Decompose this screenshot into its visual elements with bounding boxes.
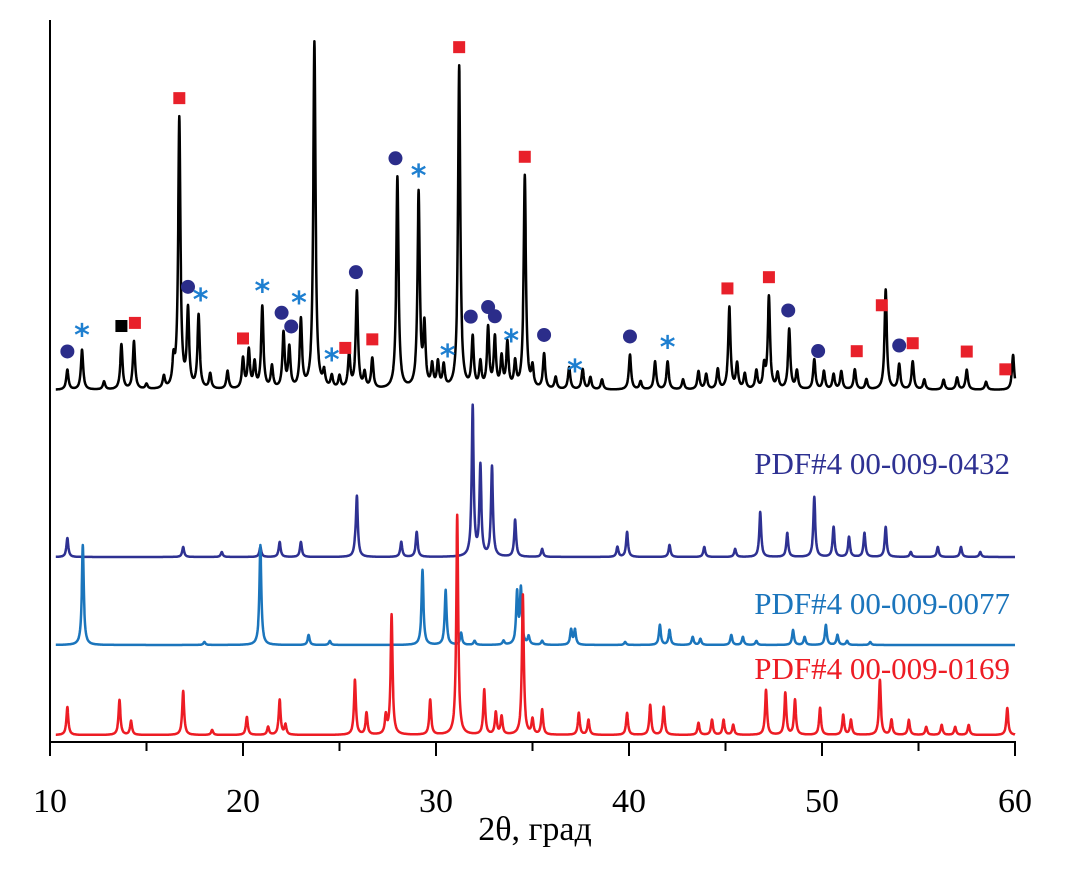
x-axis-ticks (49, 742, 1016, 756)
phase-marker-circle (811, 344, 826, 359)
x-tick-labels: 10 20 30 40 50 60 (33, 783, 1032, 820)
phase-marker-square-red (237, 332, 249, 345)
x-tick-label: 40 (612, 783, 646, 820)
phase-marker-square-black (115, 320, 128, 333)
series-line-sample (54, 39, 1017, 391)
x-axis-title: 2θ, град (478, 811, 592, 848)
legend-label-ref-0077: PDF#4 00-009-0077 (754, 586, 1010, 621)
phase-marker-square-red (960, 345, 973, 358)
phase-marker-circle (537, 327, 552, 342)
phase-marker-square-red (999, 363, 1012, 376)
phase-marker-circle (60, 344, 75, 359)
phase-marker-circle (463, 309, 478, 324)
x-tick-label: 20 (226, 783, 260, 820)
phase-marker-asterisk: * (193, 283, 209, 318)
phase-marker-square-red (128, 316, 141, 329)
phase-marker-square-red (453, 41, 466, 54)
phase-marker-square-red (366, 333, 379, 346)
legend-label-ref-0169: PDF#4 00-009-0169 (754, 651, 1010, 686)
phase-marker-asterisk: * (567, 354, 583, 389)
phase-marker-square-red (850, 345, 863, 358)
phase-marker-circle (622, 329, 637, 344)
phase-marker-circle (487, 309, 502, 324)
phase-marker-asterisk: * (503, 324, 519, 359)
phase-marker-square-red (762, 271, 775, 284)
phase-marker-asterisk: * (291, 286, 307, 321)
legend-label-ref-0432: PDF#4 00-009-0432 (754, 446, 1010, 481)
phase-marker-asterisk: * (74, 319, 90, 354)
phase-marker-circle (892, 338, 907, 353)
phase-marker-asterisk: * (324, 343, 340, 378)
series-line-ref-0169 (54, 513, 1017, 737)
phase-marker-asterisk: * (440, 339, 456, 374)
x-tick-label: 30 (419, 783, 453, 820)
phase-marker-circle (284, 319, 299, 334)
phase-marker-square-red (875, 299, 888, 312)
plot-area: * * * * * * * * * * (54, 39, 1017, 737)
phase-marker-square-red (906, 337, 919, 350)
phase-marker-square-red (173, 92, 186, 105)
x-tick-label: 10 (33, 783, 67, 820)
phase-marker-square-red (339, 341, 352, 354)
x-tick-label: 60 (998, 783, 1032, 820)
phase-marker-circle (180, 279, 195, 294)
series-line-ref-0077 (54, 543, 1017, 647)
phase-marker-asterisk: * (411, 159, 427, 194)
phase-marker-asterisk: * (660, 330, 676, 365)
phase-marker-square-red (518, 150, 531, 163)
phase-marker-circle (274, 305, 289, 320)
phase-marker-circle (781, 303, 796, 318)
phase-marker-circle (388, 151, 403, 166)
series-line-ref-0432 (54, 403, 1017, 559)
phase-marker-asterisk: * (254, 274, 270, 309)
x-tick-label: 50 (805, 783, 839, 820)
phase-marker-circle (348, 265, 363, 280)
phase-marker-square-red (721, 282, 734, 295)
